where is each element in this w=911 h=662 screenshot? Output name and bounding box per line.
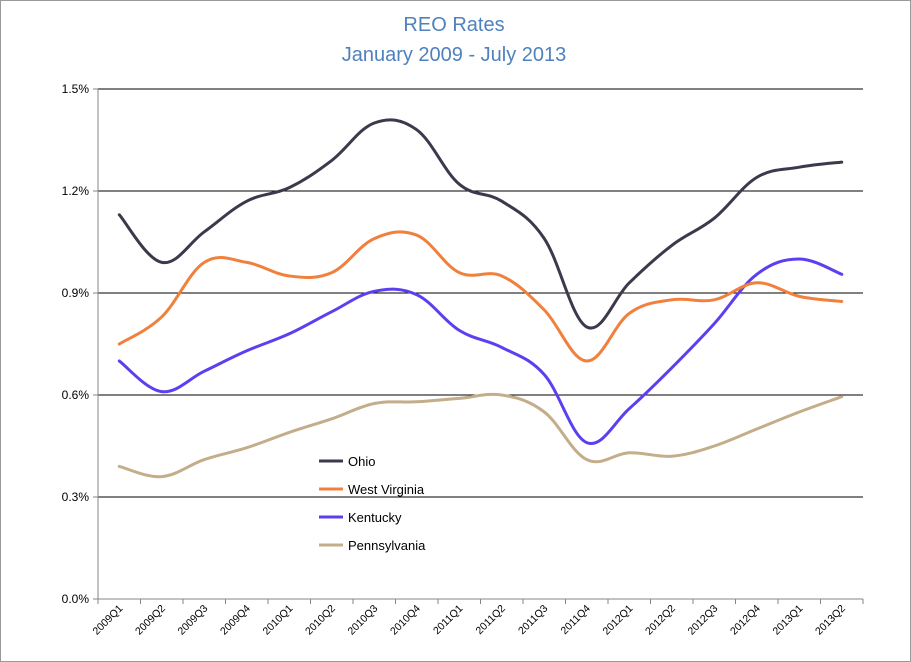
series-line-west-virginia bbox=[117, 230, 844, 363]
x-tick-label: 2009Q4 bbox=[218, 603, 253, 638]
x-tick-label: 2011Q2 bbox=[474, 603, 508, 637]
x-tick-label: 2012Q3 bbox=[685, 603, 720, 638]
x-tick-label: 2012Q2 bbox=[643, 603, 678, 638]
legend-label-ohio: Ohio bbox=[348, 454, 375, 469]
x-tick-label: 2012Q4 bbox=[728, 603, 763, 638]
x-tick-label: 2010Q1 bbox=[260, 603, 295, 638]
y-tick-label: 1.5% bbox=[62, 82, 90, 96]
y-tick-label: 1.2% bbox=[62, 184, 90, 198]
series-line-kentucky bbox=[117, 257, 844, 445]
gridlines bbox=[98, 88, 863, 498]
series-line-pennsylvania bbox=[117, 392, 844, 479]
x-tick-label: 2009Q1 bbox=[90, 603, 125, 638]
x-tick-label: 2009Q3 bbox=[175, 603, 210, 638]
legend-label-west-virginia: West Virginia bbox=[348, 482, 425, 497]
x-tick-label: 2010Q2 bbox=[303, 603, 338, 638]
x-tick-label: 2012Q1 bbox=[600, 603, 635, 638]
legend: Ohio West Virginia Kentucky Pennsylvania bbox=[319, 454, 426, 553]
x-tick-label: 2011Q3 bbox=[516, 603, 550, 637]
x-tick-label: 2011Q4 bbox=[559, 603, 593, 637]
x-tick-label: 2013Q2 bbox=[813, 603, 848, 638]
y-tick-label: 0.9% bbox=[62, 286, 90, 300]
x-tick-label: 2009Q2 bbox=[133, 603, 168, 638]
y-tick-label: 0.0% bbox=[62, 592, 90, 606]
y-tick-label: 0.6% bbox=[62, 388, 90, 402]
x-tick-label: 2011Q1 bbox=[431, 603, 465, 637]
legend-label-pennsylvania: Pennsylvania bbox=[348, 538, 426, 553]
chart-title: REO Rates bbox=[403, 14, 504, 36]
chart-subtitle: January 2009 - July 2013 bbox=[342, 44, 567, 66]
series-line-ohio bbox=[117, 118, 844, 330]
series-lines bbox=[117, 118, 844, 479]
axes: 0.0%0.3%0.6%0.9%1.2%1.5%2009Q1 2009Q2 2009… bbox=[62, 82, 864, 638]
legend-label-kentucky: Kentucky bbox=[348, 510, 402, 525]
x-tick-label: 2010Q3 bbox=[345, 603, 380, 638]
x-tick-label: 2013Q1 bbox=[770, 603, 805, 638]
x-tick-label: 2010Q4 bbox=[388, 603, 423, 638]
y-tick-label: 0.3% bbox=[62, 490, 90, 504]
